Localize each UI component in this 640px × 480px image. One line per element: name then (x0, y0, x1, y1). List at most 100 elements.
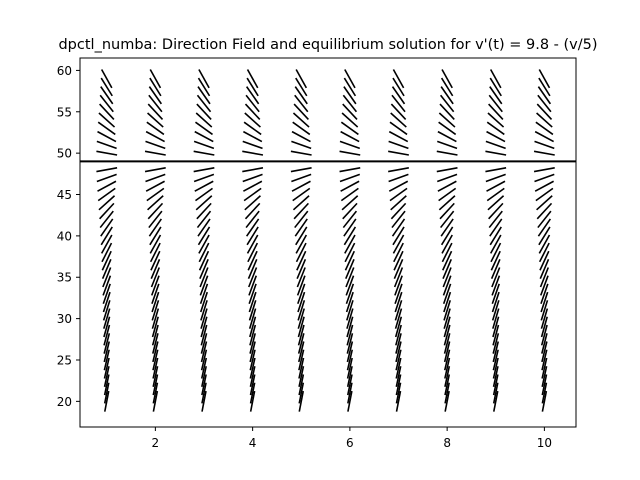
direction-segment (144, 150, 166, 156)
direction-segment (392, 226, 405, 246)
direction-segment (436, 150, 458, 156)
direction-segment (297, 283, 306, 304)
direction-segment (491, 267, 501, 288)
direction-segment (339, 173, 361, 183)
direction-segment (200, 333, 208, 354)
direction-segment (341, 112, 359, 128)
direction-segment (249, 357, 256, 379)
direction-segment (342, 210, 358, 229)
direction-segment (196, 210, 212, 229)
direction-segment (298, 341, 305, 363)
direction-segment (489, 86, 503, 105)
direction-segment (293, 103, 309, 121)
direction-segment (444, 382, 450, 404)
direction-segment (395, 357, 402, 379)
direction-segment (388, 130, 409, 143)
direction-segment (145, 140, 166, 150)
direction-segment (296, 259, 307, 279)
direction-segment (388, 167, 409, 173)
direction-segment (395, 333, 402, 354)
direction-segment (248, 291, 257, 313)
direction-segment (388, 180, 409, 192)
direction-segment (487, 195, 505, 211)
direction-segment (538, 234, 551, 254)
direction-segment (343, 77, 357, 97)
direction-segment (538, 69, 551, 89)
direction-segment (438, 195, 456, 211)
direction-segment (492, 333, 500, 354)
direction-segment (292, 187, 311, 202)
direction-segment (539, 259, 550, 279)
y-tick-label: 55 (57, 105, 72, 119)
direction-segment (537, 86, 552, 105)
x-tick-label: 4 (249, 436, 257, 450)
direction-segment (148, 94, 163, 113)
direction-segment (297, 316, 305, 338)
direction-segment (200, 316, 208, 338)
direction-segment (442, 259, 452, 279)
direction-segment (196, 94, 212, 113)
direction-segment (539, 275, 549, 296)
direction-segment (533, 167, 555, 173)
direction-segment (390, 195, 407, 211)
direction-segment (392, 234, 405, 254)
direction-segment (344, 234, 356, 254)
y-tick-label: 60 (57, 64, 72, 78)
direction-segment (248, 275, 258, 296)
direction-segment (345, 283, 355, 304)
direction-segment (196, 202, 212, 220)
direction-segment (99, 103, 115, 121)
direction-segment (444, 366, 451, 387)
direction-segment (245, 218, 260, 237)
direction-segment (294, 218, 308, 237)
direction-segment (292, 112, 310, 128)
direction-segment (485, 167, 507, 173)
direction-segment (98, 195, 116, 211)
direction-segment (193, 173, 215, 183)
direction-segment (103, 366, 110, 387)
direction-segment (441, 242, 453, 263)
direction-segment (199, 283, 209, 304)
direction-segment (103, 324, 111, 346)
direction-segment (295, 77, 308, 97)
direction-segment (540, 324, 548, 346)
direction-segment (492, 308, 500, 329)
direction-segment (436, 167, 458, 173)
direction-segment (492, 382, 499, 404)
direction-segment (151, 316, 159, 338)
direction-segment (295, 242, 307, 263)
direction-segment (103, 374, 110, 396)
direction-segment (541, 341, 548, 363)
direction-segment (249, 324, 257, 346)
direction-segment (492, 341, 500, 363)
direction-segment (487, 112, 505, 128)
direction-segment (394, 300, 403, 321)
direction-segment (439, 210, 455, 229)
direction-segment (438, 121, 457, 136)
direction-segment (201, 382, 207, 404)
direction-segment (541, 390, 548, 412)
direction-segment (489, 69, 502, 89)
direction-segment (342, 103, 358, 121)
direction-segment (537, 94, 552, 113)
direction-segment (346, 300, 354, 321)
direction-segment (103, 316, 111, 338)
direction-segment (195, 112, 213, 128)
direction-segment (490, 250, 501, 271)
direction-segment (297, 291, 306, 313)
direction-segment (201, 390, 207, 412)
direction-segment (347, 390, 353, 412)
direction-segment (388, 150, 409, 156)
direction-segment (391, 210, 406, 229)
direction-segment (244, 112, 261, 128)
direction-segment (541, 382, 548, 404)
direction-segment (149, 77, 162, 97)
direction-segment (346, 349, 354, 371)
direction-segment (298, 374, 305, 396)
direction-segment (148, 86, 163, 105)
direction-segment (291, 130, 311, 143)
direction-segment (443, 324, 451, 346)
direction-segment (492, 374, 499, 396)
direction-segment (436, 140, 458, 150)
